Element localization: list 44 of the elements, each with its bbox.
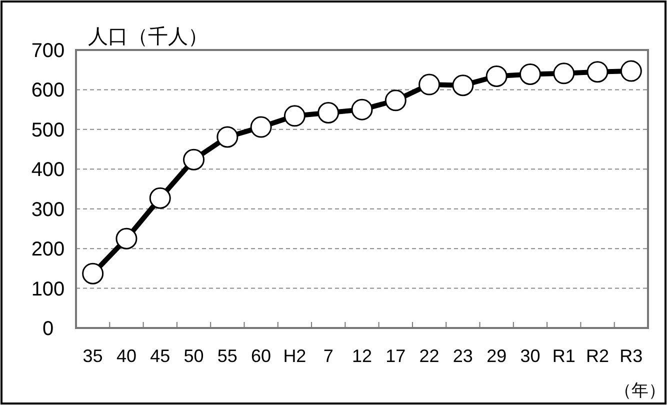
point [216, 126, 238, 148]
point [486, 65, 508, 87]
x-tick-label: 29 [486, 346, 507, 366]
y-tick-label: 100 [31, 278, 65, 300]
point [318, 102, 340, 124]
x-tick-label: 23 [452, 346, 473, 366]
y-tick-label: 600 [31, 80, 65, 102]
point [586, 61, 608, 83]
y-tick-label: 700 [31, 40, 65, 62]
x-tick-label: 22 [419, 346, 440, 366]
x-tick-label: 60 [251, 346, 272, 366]
x-tick-label: 17 [386, 346, 406, 366]
x-tick-label: R3 [620, 346, 643, 366]
x-tick-label: 40 [116, 346, 136, 366]
x-tick-label: 50 [184, 346, 204, 366]
point [284, 105, 306, 127]
y-axis-title: 人口（千人） [88, 26, 208, 48]
point [519, 63, 541, 85]
point [250, 116, 272, 138]
x-tick-label: 45 [150, 346, 170, 366]
x-tick-label: H2 [283, 346, 306, 366]
point [384, 90, 406, 112]
y-tick-label: 500 [31, 119, 65, 142]
point [418, 74, 440, 96]
point [620, 60, 642, 82]
y-tick-label: 300 [31, 198, 65, 221]
x-tick-label: 12 [352, 346, 372, 366]
x-tick-label: R1 [552, 346, 576, 366]
point [82, 262, 104, 284]
y-tick-label: 400 [31, 159, 65, 182]
x-tick-label: 35 [82, 346, 103, 366]
y-tick-label: 0 [42, 318, 54, 340]
x-axis-title: （年） [614, 381, 666, 400]
y-tick-label: 200 [31, 238, 65, 261]
point [351, 98, 373, 120]
x-tick-label: 30 [520, 346, 540, 366]
x-tick-label: 55 [217, 346, 238, 366]
point [183, 148, 205, 170]
point [149, 187, 171, 209]
x-tick-label: R2 [586, 346, 610, 366]
point [116, 228, 138, 250]
point [553, 62, 575, 84]
point [452, 74, 474, 96]
x-tick-label: 7 [323, 346, 334, 366]
